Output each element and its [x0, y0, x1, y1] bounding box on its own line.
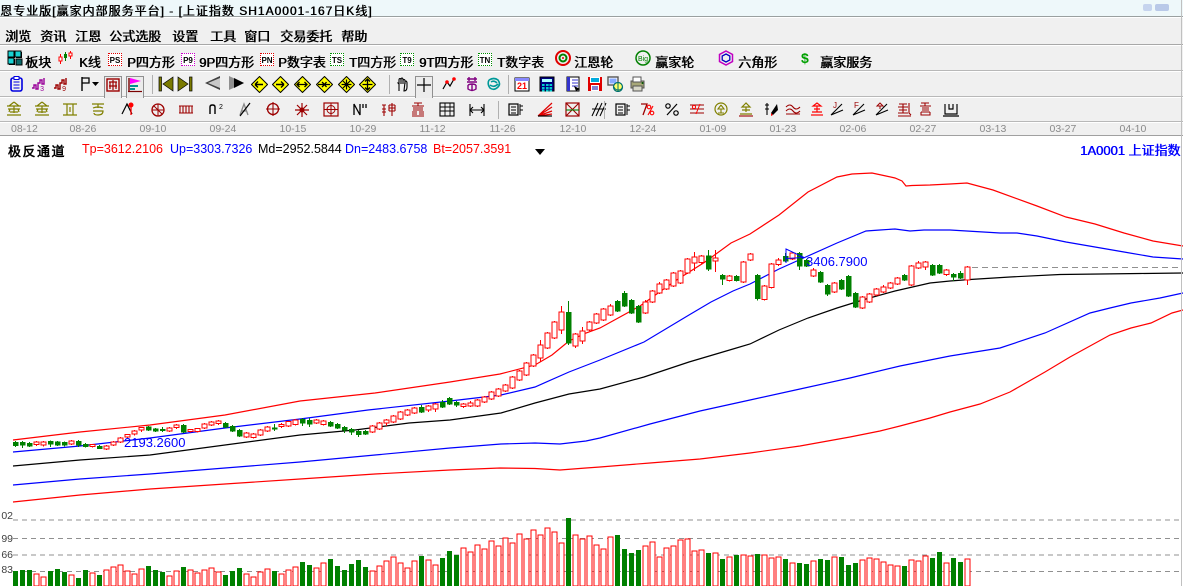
svg-text:3406.7900: 3406.7900 [806, 254, 867, 269]
svg-text:83: 83 [1, 564, 13, 576]
svg-text:21: 21 [517, 81, 527, 91]
svg-text:9: 9 [62, 86, 66, 92]
svg-text:2193.2600: 2193.2600 [124, 435, 185, 450]
svg-text:99: 99 [1, 533, 13, 545]
svg-text:3: 3 [40, 86, 44, 92]
svg-text:66: 66 [1, 549, 13, 561]
svg-text:Big: Big [638, 56, 648, 63]
svg-text:2: 2 [219, 104, 223, 111]
svg-text:J: J [833, 101, 837, 110]
svg-text:02: 02 [1, 510, 13, 522]
svg-text:F: F [854, 101, 859, 110]
